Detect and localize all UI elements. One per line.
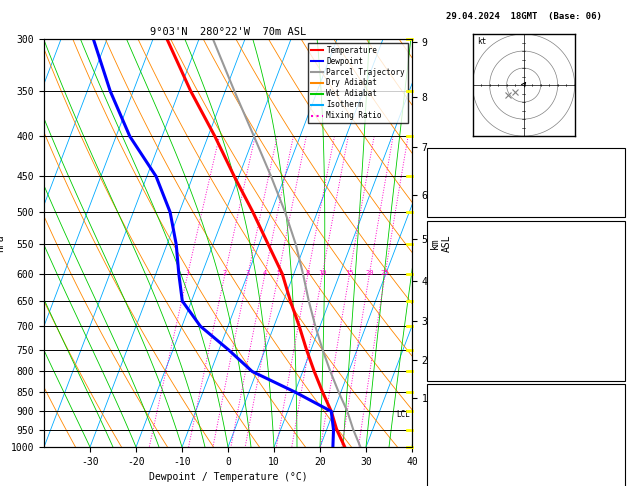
Text: 1: 1 xyxy=(186,270,190,276)
Y-axis label: km
ASL: km ASL xyxy=(430,234,452,252)
Text: 4: 4 xyxy=(263,270,267,276)
Text: 20: 20 xyxy=(365,270,374,276)
Text: 15: 15 xyxy=(345,270,353,276)
Text: -2: -2 xyxy=(606,319,616,328)
Text: Temp (°C): Temp (°C) xyxy=(435,250,484,260)
X-axis label: Dewpoint / Temperature (°C): Dewpoint / Temperature (°C) xyxy=(148,472,308,483)
Text: 1004: 1004 xyxy=(595,414,616,423)
Text: © weatheronline.co.uk: © weatheronline.co.uk xyxy=(475,472,572,481)
Bar xyxy=(426,384,625,486)
Text: 742: 742 xyxy=(600,483,616,486)
Text: 29.04.2024  18GMT  (Base: 06): 29.04.2024 18GMT (Base: 06) xyxy=(446,12,601,21)
Text: 40: 40 xyxy=(606,178,616,187)
Title: 9°03'N  280°22'W  70m ASL: 9°03'N 280°22'W 70m ASL xyxy=(150,27,306,37)
Text: Dewp (°C): Dewp (°C) xyxy=(435,273,484,282)
Text: kt: kt xyxy=(477,37,486,46)
Text: θᴇ (K): θᴇ (K) xyxy=(435,437,467,446)
Text: PW (cm): PW (cm) xyxy=(435,201,473,210)
Y-axis label: hPa: hPa xyxy=(0,234,5,252)
Text: 8: 8 xyxy=(306,270,310,276)
Bar xyxy=(426,148,625,217)
Text: CIN (J): CIN (J) xyxy=(435,364,473,374)
Text: CAPE (J): CAPE (J) xyxy=(435,342,478,351)
Text: Totals Totals: Totals Totals xyxy=(435,178,505,187)
Text: 25: 25 xyxy=(381,270,389,276)
Text: 353: 353 xyxy=(600,296,616,305)
Text: Pressure (mb): Pressure (mb) xyxy=(435,414,505,423)
Text: 5.54: 5.54 xyxy=(595,201,616,210)
Text: Most Unstable: Most Unstable xyxy=(489,391,559,400)
Text: LCL: LCL xyxy=(397,410,411,419)
Text: 28.8: 28.8 xyxy=(595,250,616,260)
Text: 0: 0 xyxy=(611,364,616,374)
Text: 10: 10 xyxy=(318,270,326,276)
Text: K: K xyxy=(435,155,440,164)
Text: 33: 33 xyxy=(606,155,616,164)
Text: 22.8: 22.8 xyxy=(595,273,616,282)
Text: 2: 2 xyxy=(223,270,227,276)
Text: 742: 742 xyxy=(600,342,616,351)
Text: Surface: Surface xyxy=(505,227,542,237)
Text: 353: 353 xyxy=(600,437,616,446)
Text: Lifted Index: Lifted Index xyxy=(435,319,499,328)
Text: θᴇ(K): θᴇ(K) xyxy=(435,296,462,305)
Legend: Temperature, Dewpoint, Parcel Trajectory, Dry Adiabat, Wet Adiabat, Isotherm, Mi: Temperature, Dewpoint, Parcel Trajectory… xyxy=(308,43,408,123)
Bar xyxy=(426,221,625,381)
Text: 5: 5 xyxy=(276,270,281,276)
Text: -2: -2 xyxy=(606,460,616,469)
Text: CAPE (J): CAPE (J) xyxy=(435,483,478,486)
Text: Lifted Index: Lifted Index xyxy=(435,460,499,469)
Text: 3: 3 xyxy=(246,270,250,276)
